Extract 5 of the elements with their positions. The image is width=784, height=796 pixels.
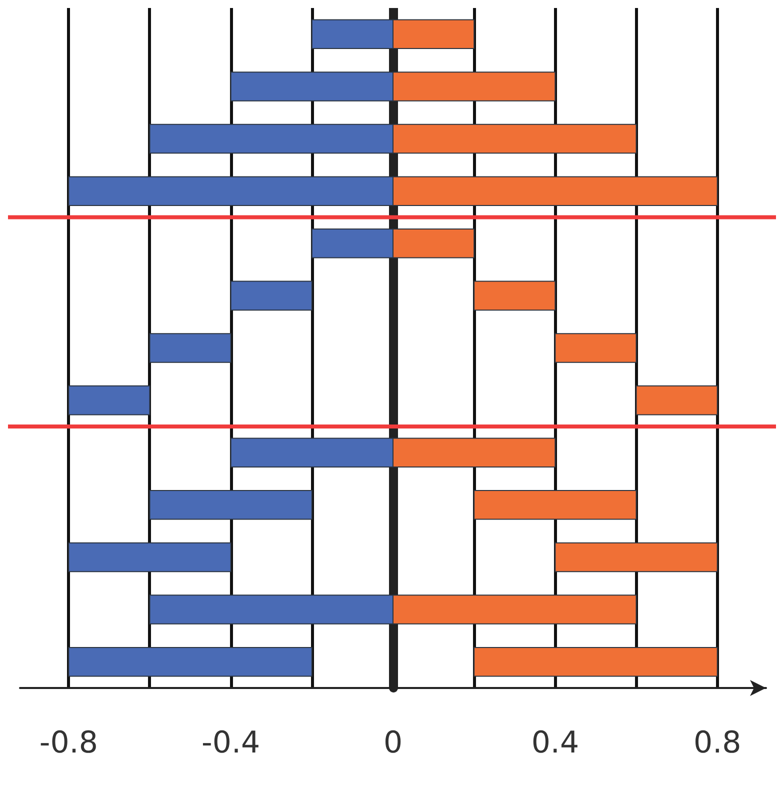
x-tick-label: 0.4 [531,726,580,760]
x-tick-label: -0.4 [202,726,260,760]
x-tick-label: 0 [383,726,403,760]
x-tick-label: -0.8 [39,726,98,760]
x-tick-label: 0.8 [693,726,742,760]
